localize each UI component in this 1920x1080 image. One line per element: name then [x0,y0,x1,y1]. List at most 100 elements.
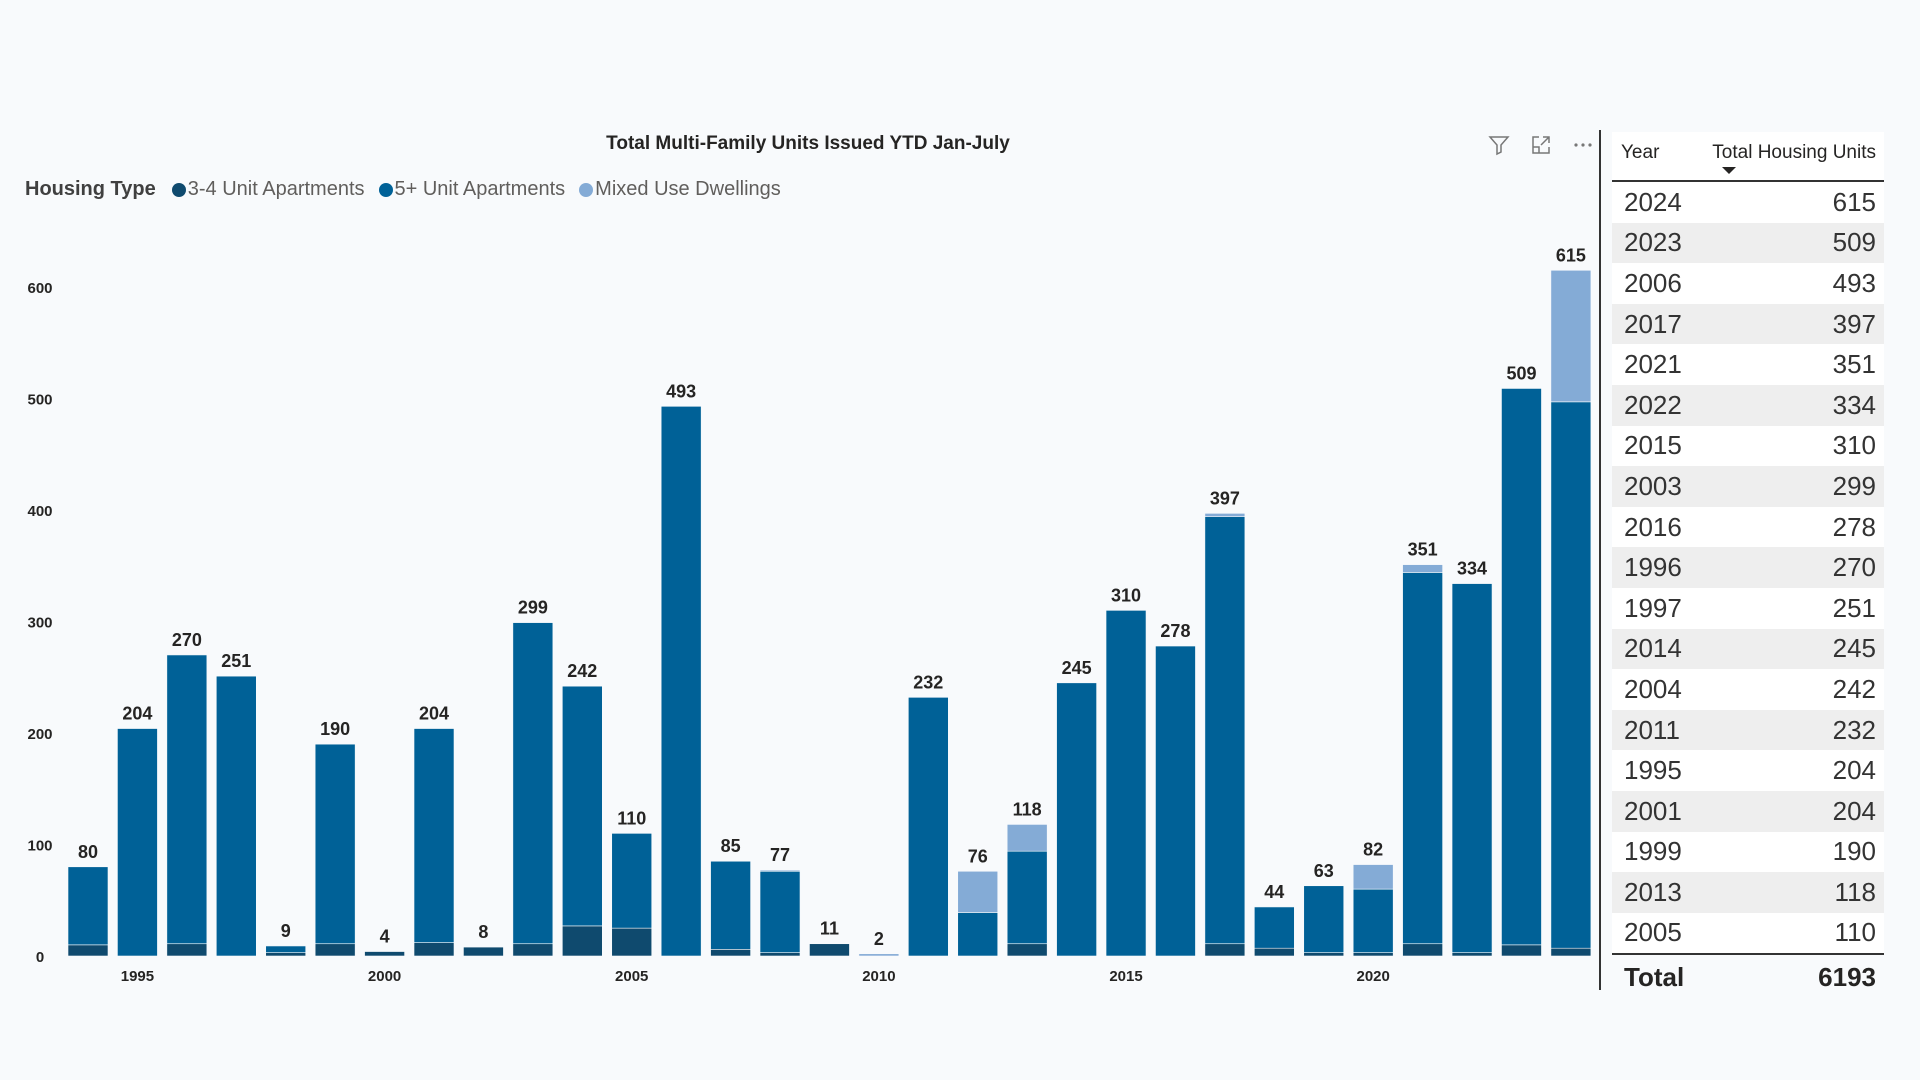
legend-item-5plus-unit[interactable]: 5+ Unit Apartments [378,178,565,201]
bar-segment-5plus-unit[interactable] [561,685,603,927]
table-row[interactable]: 2016 278 [1612,506,1884,548]
bar-segment-5plus-unit[interactable] [117,728,158,957]
bar-segment-mixed-use[interactable] [1550,269,1592,403]
bar-segment-5plus-unit[interactable] [1303,885,1345,953]
data-label: 232 [913,672,943,692]
cell-total: 270 [1832,552,1876,583]
table-row[interactable]: 2023 509 [1612,222,1884,264]
y-tick-label: 300 [27,615,52,632]
legend-item-mixed-use[interactable]: Mixed Use Dwellings [579,178,781,201]
table-row[interactable]: 1997 251 [1612,587,1884,629]
bar-segment-5plus-unit[interactable] [759,870,801,953]
table-row[interactable]: 1996 270 [1612,547,1884,588]
bar-segment-mixed-use[interactable] [1006,824,1048,852]
bar-segment-5plus-unit[interactable] [1155,645,1196,957]
x-tick-label: 2005 [615,968,648,985]
table-row[interactable]: 2015 310 [1612,425,1884,467]
bar-segment-3-4-unit[interactable] [1451,952,1493,957]
bar-segment-mixed-use[interactable] [957,870,999,913]
bar-segment-mixed-use[interactable] [1402,564,1443,573]
bar-segment-5plus-unit[interactable] [166,654,208,945]
bar-segment-3-4-unit[interactable] [710,949,751,957]
bar-segment-5plus-unit[interactable] [1105,610,1147,957]
bar-segment-5plus-unit[interactable] [1402,572,1443,945]
filter-icon[interactable] [1486,132,1512,158]
bar-segment-5plus-unit[interactable] [1254,906,1295,949]
bar-segment-5plus-unit[interactable] [1550,401,1592,949]
bar-segment-mixed-use[interactable] [759,869,801,872]
visual-header-toolbar [1486,132,1596,158]
table-total-row: Total 6193 [1612,953,1884,999]
bar-segment-5plus-unit[interactable] [512,622,554,945]
bar-segment-mixed-use[interactable] [1352,864,1394,890]
table-row[interactable]: 2017 397 [1612,303,1884,345]
table-row[interactable]: 1999 190 [1612,831,1884,873]
bar-segment-5plus-unit[interactable] [660,406,702,957]
bar-segment-5plus-unit[interactable] [67,866,109,946]
bar-segment-5plus-unit[interactable] [1006,850,1048,945]
column-header-total[interactable]: Total Housing Units [1712,132,1884,180]
bar-segment-3-4-unit[interactable] [1550,947,1592,957]
bar-segment-mixed-use[interactable] [1204,513,1246,517]
bar-segment-3-4-unit[interactable] [463,946,504,957]
table-row[interactable]: 2022 334 [1612,384,1884,426]
legend-item-3-4-unit[interactable]: 3-4 Unit Apartments [171,178,365,201]
bar-segment-3-4-unit[interactable] [67,944,109,957]
y-tick-label: 600 [27,280,52,297]
table-row[interactable]: 1995 204 [1612,750,1884,791]
bar-segment-5plus-unit[interactable] [413,728,455,943]
bar-segment-3-4-unit[interactable] [759,952,801,957]
bar-segment-5plus-unit[interactable] [611,833,653,929]
bar-segment-5plus-unit[interactable] [265,945,307,953]
bar-segment-3-4-unit[interactable] [561,925,603,957]
bar-segment-5plus-unit[interactable] [314,743,356,945]
data-label: 4 [380,927,390,947]
more-options-icon[interactable] [1570,132,1596,158]
bar-segment-5plus-unit[interactable] [710,860,751,950]
bar-segment-3-4-unit[interactable] [413,942,455,957]
data-label: 615 [1556,245,1586,265]
table-row[interactable]: 2011 232 [1612,709,1884,751]
table-row[interactable]: 2024 615 [1612,182,1884,223]
bar-segment-5plus-unit[interactable] [1451,583,1493,953]
bar-segment-3-4-unit[interactable] [1402,943,1443,957]
data-label: 242 [567,661,597,681]
bar-segment-5plus-unit[interactable] [957,912,999,957]
table-row[interactable]: 2003 299 [1612,466,1884,507]
table-row[interactable]: 2014 245 [1612,628,1884,670]
cell-total: 334 [1832,389,1876,420]
bar-segment-mixed-use[interactable] [858,953,900,957]
data-label: 118 [1013,799,1042,819]
bar-segment-3-4-unit[interactable] [1204,943,1246,957]
bar-segment-5plus-unit[interactable] [908,697,949,957]
bar-segment-5plus-unit[interactable] [1204,516,1246,945]
focus-mode-icon[interactable] [1528,132,1554,158]
bar-segment-5plus-unit[interactable] [1056,682,1097,957]
bar-segment-3-4-unit[interactable] [1303,952,1345,957]
bar-segment-3-4-unit[interactable] [1352,952,1394,957]
cell-total: 299 [1832,470,1876,501]
bar-segment-3-4-unit[interactable] [1254,947,1295,957]
bar-segment-3-4-unit[interactable] [314,943,356,957]
bar-segment-5plus-unit[interactable] [215,675,257,957]
table-row[interactable]: 2001 204 [1612,790,1884,832]
bar-segment-3-4-unit[interactable] [809,943,850,957]
table-row[interactable]: 2013 118 [1612,872,1884,913]
table-row[interactable]: 2021 351 [1612,344,1884,385]
column-header-year[interactable]: Year [1621,142,1660,163]
x-tick-label: 2020 [1356,968,1389,985]
bar-segment-5plus-unit[interactable] [1352,888,1394,953]
bar-segment-3-4-unit[interactable] [1501,944,1542,957]
bar-segment-3-4-unit[interactable] [512,943,554,957]
y-tick-label: 400 [27,503,52,520]
table-row[interactable]: 2004 242 [1612,669,1884,710]
bar-segment-3-4-unit[interactable] [364,951,405,957]
table-row[interactable]: 2005 110 [1612,912,1884,954]
table-row[interactable]: 2006 493 [1612,263,1884,304]
bar-segment-5plus-unit[interactable] [1501,388,1542,946]
bar-segment-3-4-unit[interactable] [611,927,653,957]
bar-segment-3-4-unit[interactable] [265,952,307,957]
cell-total: 493 [1832,267,1876,298]
bar-segment-3-4-unit[interactable] [1006,943,1048,957]
bar-segment-3-4-unit[interactable] [166,943,208,957]
